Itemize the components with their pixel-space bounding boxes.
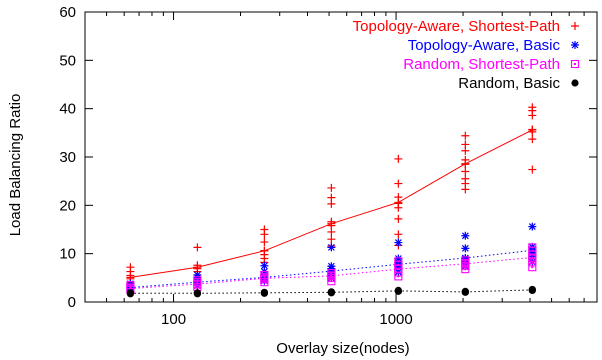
- series-layer: [126, 103, 537, 298]
- data-point: [193, 280, 202, 289]
- data-point: [571, 22, 579, 30]
- data-point-center: [196, 286, 199, 289]
- data-point: [394, 265, 403, 274]
- x-tick-label: 1000: [379, 311, 412, 328]
- data-point: [327, 288, 335, 296]
- data-point: [570, 59, 580, 69]
- legend-marker: [570, 59, 580, 69]
- y-tick-label: 60: [59, 4, 76, 21]
- x-tick-label: 100: [161, 311, 186, 328]
- x-axis-label: Overlay size(nodes): [276, 340, 409, 357]
- data-point: [126, 263, 135, 272]
- data-point: [327, 183, 336, 192]
- data-point: [528, 135, 537, 144]
- series-2: [126, 243, 537, 294]
- data-point-center: [263, 275, 266, 278]
- data-point: [327, 271, 336, 280]
- data-point: [461, 140, 470, 149]
- y-tick-label: 40: [59, 101, 76, 118]
- data-point-center: [464, 264, 467, 267]
- data-point: [394, 198, 403, 207]
- data-point: [528, 165, 537, 174]
- data-point-center: [574, 63, 576, 65]
- legend-entry-label: Topology-Aware, Shortest-Path: [353, 18, 560, 35]
- data-point: [461, 159, 470, 168]
- data-point-center: [263, 277, 266, 280]
- data-point: [260, 261, 269, 270]
- data-point: [394, 257, 403, 266]
- data-point: [394, 179, 403, 188]
- data-point-center: [531, 266, 534, 269]
- data-point: [327, 235, 336, 244]
- data-point: [327, 193, 336, 202]
- data-point: [193, 289, 202, 297]
- data-point: [461, 288, 469, 296]
- data-point-center: [531, 256, 534, 259]
- data-point: [461, 174, 470, 183]
- data-point-center: [464, 262, 467, 265]
- data-point-center: [196, 283, 199, 286]
- data-point: [327, 243, 336, 252]
- data-point-center: [330, 276, 333, 279]
- legend-marker: [571, 41, 579, 49]
- data-point: [571, 41, 579, 49]
- data-point-center: [129, 287, 132, 290]
- legend: Topology-Aware, Shortest-Path Topology-Aw…: [353, 18, 580, 92]
- legend-entry-label: Topology-Aware, Basic: [408, 37, 561, 54]
- data-point: [193, 263, 202, 272]
- data-point: [394, 238, 403, 247]
- data-point: [528, 243, 537, 252]
- data-point: [327, 219, 336, 228]
- data-point: [528, 263, 537, 272]
- data-point: [193, 270, 202, 279]
- data-point-center: [196, 281, 199, 284]
- data-point: [461, 254, 470, 263]
- data-point: [193, 243, 202, 252]
- data-point: [126, 289, 135, 297]
- data-point: [394, 214, 403, 223]
- y-tick-label: 10: [59, 246, 76, 263]
- data-point: [260, 246, 269, 255]
- data-point: [528, 103, 537, 112]
- y-tick-label: 50: [59, 52, 76, 69]
- legend-marker: [571, 79, 579, 87]
- y-tick-label: 30: [59, 149, 76, 166]
- data-point: [327, 267, 336, 276]
- data-point: [528, 222, 537, 231]
- data-point: [461, 259, 470, 268]
- data-point: [461, 167, 470, 176]
- data-point: [260, 225, 269, 234]
- data-point: [461, 131, 470, 140]
- data-point: [394, 230, 403, 239]
- data-point: [260, 238, 269, 247]
- data-point-center: [330, 272, 333, 274]
- data-point: [394, 254, 403, 263]
- data-point-center: [330, 274, 333, 277]
- y-tick-label: 20: [59, 197, 76, 214]
- data-point: [528, 286, 536, 294]
- series-3: [126, 285, 536, 298]
- data-point: [260, 274, 269, 283]
- series-0: [126, 103, 537, 287]
- y-tick-label: 0: [68, 294, 76, 311]
- data-point: [461, 231, 470, 240]
- legend-entry-label: Random, Basic: [458, 75, 560, 92]
- legend-entry-label: Random, Shortest-Path: [403, 56, 560, 73]
- data-point: [571, 79, 579, 87]
- data-point: [394, 287, 402, 295]
- data-point: [327, 262, 336, 271]
- data-point: [394, 154, 403, 163]
- data-point: [461, 244, 470, 253]
- data-point-center: [397, 268, 400, 271]
- data-point: [260, 289, 268, 297]
- data-point: [528, 125, 537, 134]
- data-point-center: [531, 246, 534, 249]
- legend-marker: [571, 22, 579, 30]
- axis-ticks: 0 10 20 30 40 50 60 100 1000: [59, 4, 598, 328]
- y-axis-label: Load Balancing Ratio: [7, 94, 24, 237]
- data-point: [528, 253, 537, 262]
- data-point-center: [397, 260, 400, 263]
